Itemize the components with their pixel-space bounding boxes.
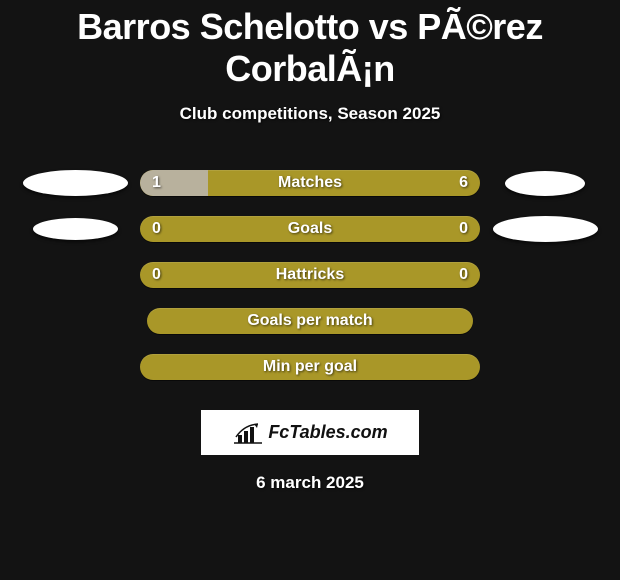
logo-chart-icon bbox=[232, 421, 264, 445]
bar-label: Matches bbox=[140, 170, 480, 196]
side-left bbox=[10, 170, 140, 196]
bar-label: Hattricks bbox=[140, 262, 480, 288]
stat-bar: 16Matches bbox=[140, 170, 480, 196]
side-right bbox=[480, 171, 610, 196]
bar-label: Min per goal bbox=[140, 354, 480, 380]
logo-text: FcTables.com bbox=[268, 422, 387, 443]
ellipse-right bbox=[505, 171, 585, 196]
stat-bar: Goals per match bbox=[147, 308, 473, 334]
ellipse-right bbox=[493, 216, 598, 242]
comparison-row: Goals per match bbox=[0, 298, 620, 344]
ellipse-left bbox=[33, 218, 118, 240]
comparison-row: 00Hattricks bbox=[0, 252, 620, 298]
comparison-row: 00Goals bbox=[0, 206, 620, 252]
side-right bbox=[480, 216, 610, 242]
stat-bar: 00Goals bbox=[140, 216, 480, 242]
side-left bbox=[10, 218, 140, 240]
page-title: Barros Schelotto vs PÃ©rez CorbalÃ¡n bbox=[0, 6, 620, 90]
logo-box: FcTables.com bbox=[201, 410, 419, 455]
stat-bar: 00Hattricks bbox=[140, 262, 480, 288]
comparison-rows: 16Matches 00Goals 00Hattricks Goals per mat… bbox=[0, 160, 620, 390]
subtitle: Club competitions, Season 2025 bbox=[0, 104, 620, 124]
date-text: 6 march 2025 bbox=[0, 473, 620, 493]
stat-bar: Min per goal bbox=[140, 354, 480, 380]
comparison-row: Min per goal bbox=[0, 344, 620, 390]
ellipse-left bbox=[23, 170, 128, 196]
bar-label: Goals per match bbox=[147, 308, 473, 334]
comparison-row: 16Matches bbox=[0, 160, 620, 206]
bar-label: Goals bbox=[140, 216, 480, 242]
